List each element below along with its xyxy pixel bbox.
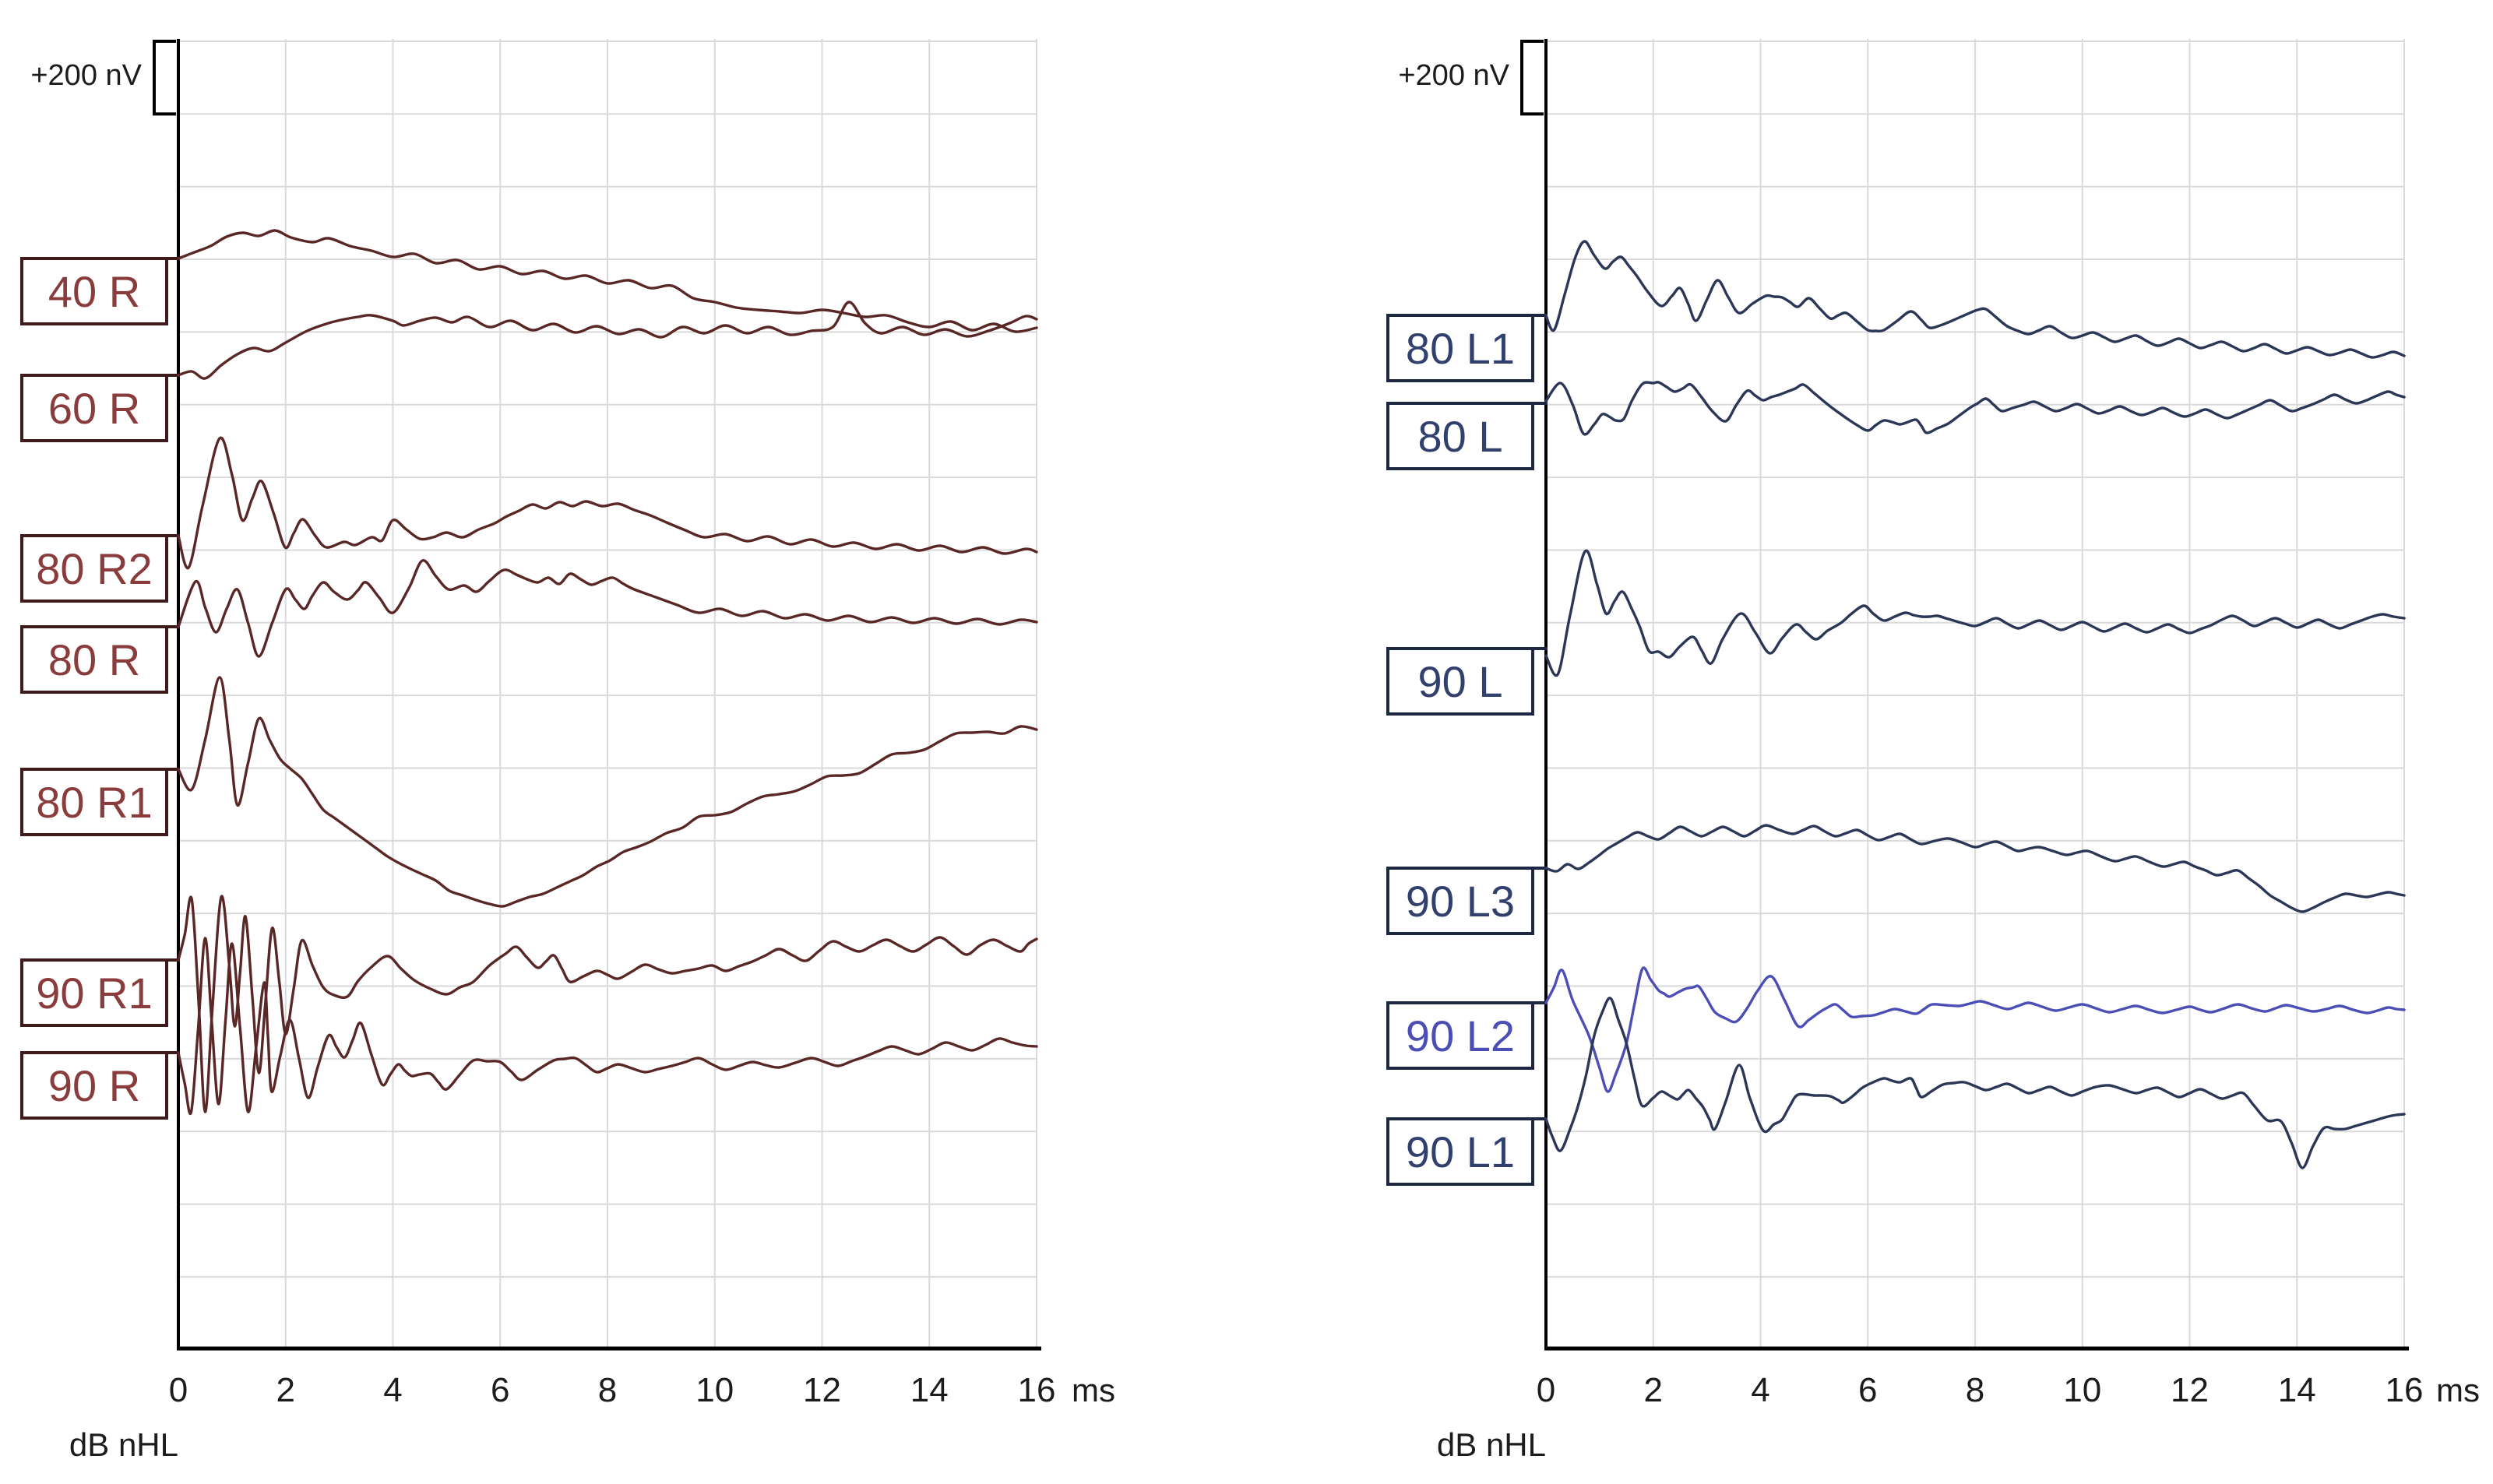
curve-label-box-90-l1[interactable]: 90 L1 xyxy=(1386,1117,1548,1186)
waveform-trace-60-r[interactable] xyxy=(177,301,1038,380)
left-ear-panel: 0 2 4 6 8 10 12 14 16 80 L1 80 L 90 L 90 L3 90 L2 90 L… xyxy=(1386,39,2424,1409)
x-tick-label: 10 xyxy=(695,1371,734,1409)
curve-label-text: 90 L2 xyxy=(1406,1011,1515,1060)
x-tick-label: 0 xyxy=(1537,1371,1555,1409)
x-tick-label: 4 xyxy=(1751,1371,1769,1409)
curve-label-box-80-r[interactable]: 80 R xyxy=(20,625,180,694)
label-box-rect xyxy=(1386,402,1534,470)
x-tick-label: 14 xyxy=(910,1371,949,1409)
x-tick-label: 12 xyxy=(803,1371,841,1409)
waveform-trace-90-r1[interactable] xyxy=(177,895,1038,1113)
label-box-rect xyxy=(20,534,168,603)
y-axis-label-left-panel: dB nHL xyxy=(69,1426,178,1463)
label-box-rect xyxy=(1386,1117,1534,1186)
curve-label-box-90-l[interactable]: 90 L xyxy=(1386,647,1548,716)
x-axis-unit-left-panel: ms xyxy=(1072,1372,1115,1408)
waveform-trace-90-l3[interactable] xyxy=(1544,824,2406,913)
x-tick-label: 6 xyxy=(491,1371,509,1409)
x-tick-label: 6 xyxy=(1858,1371,1877,1409)
x-axis-unit-right-panel: ms xyxy=(2436,1372,2480,1408)
x-tick-label: 14 xyxy=(2278,1371,2316,1409)
amplitude-scale-bracket xyxy=(1520,40,1544,116)
label-box-rect xyxy=(20,768,168,836)
x-tick-label: 8 xyxy=(598,1371,617,1409)
amplitude-scale-label-right-panel: +200 nV xyxy=(1398,59,1509,92)
curve-label-box-80-r2[interactable]: 80 R2 xyxy=(20,534,180,603)
curve-label-box-80-r1[interactable]: 80 R1 xyxy=(20,768,180,836)
label-box-rect xyxy=(20,1051,168,1120)
curve-label-box-80-l1[interactable]: 80 L1 xyxy=(1386,314,1548,382)
curve-label-text: 90 R1 xyxy=(36,969,152,1018)
label-box-rect xyxy=(1386,647,1534,716)
x-tick-label: 2 xyxy=(1644,1371,1663,1409)
waveform-trace-90-r[interactable] xyxy=(177,937,1038,1116)
right-ear-panel: 0 2 4 6 8 10 12 14 16 40 R 60 R 80 R2 80 R 80 R1 90 R1… xyxy=(20,39,1056,1409)
waveform-trace-80-l[interactable] xyxy=(1544,381,2406,436)
curve-label-box-90-l2[interactable]: 90 L2 xyxy=(1386,1001,1548,1070)
x-tick-label: 2 xyxy=(276,1371,295,1409)
x-tick-label: 10 xyxy=(2063,1371,2101,1409)
waveform-trace-90-l1[interactable] xyxy=(1544,997,2406,1169)
curve-label-text: 90 R xyxy=(48,1061,140,1110)
x-tick-label: 0 xyxy=(169,1371,188,1409)
curve-label-text: 80 L1 xyxy=(1406,324,1515,373)
curve-label-text: 80 R xyxy=(48,635,140,684)
curve-label-box-80-l[interactable]: 80 L xyxy=(1386,402,1548,470)
waveform-trace-90-l2[interactable] xyxy=(1544,966,2406,1093)
curve-label-box-90-r[interactable]: 90 R xyxy=(20,1051,180,1120)
waveform-trace-40-r[interactable] xyxy=(177,229,1038,333)
waveform-trace-90-l[interactable] xyxy=(1544,549,2406,677)
y-axis-label-right-panel: dB nHL xyxy=(1436,1426,1546,1463)
x-tick-label: 12 xyxy=(2171,1371,2209,1409)
waveform-trace-80-l1[interactable] xyxy=(1544,240,2406,359)
label-box-rect xyxy=(1386,1001,1534,1070)
label-box-rect xyxy=(1386,867,1534,935)
label-box-rect xyxy=(20,958,168,1027)
curve-label-text: 60 R xyxy=(48,384,140,433)
curve-label-box-60-r[interactable]: 60 R xyxy=(20,374,180,442)
x-tick-label: 16 xyxy=(1018,1371,1056,1409)
amplitude-scale-bracket xyxy=(153,40,176,116)
curve-label-text: 90 L1 xyxy=(1406,1127,1515,1176)
label-box-rect xyxy=(20,625,168,694)
curve-label-text: 40 R xyxy=(48,267,140,316)
curve-label-text: 90 L3 xyxy=(1406,877,1515,926)
waveform-trace-80-r2[interactable] xyxy=(177,436,1038,570)
curve-label-text: 80 R2 xyxy=(36,544,152,593)
curve-label-text: 90 L xyxy=(1418,657,1503,706)
curve-label-text: 80 L xyxy=(1418,412,1503,461)
waveform-trace-80-r1[interactable] xyxy=(177,676,1038,908)
curve-label-box-90-l3[interactable]: 90 L3 xyxy=(1386,867,1548,935)
x-tick-label: 8 xyxy=(1966,1371,1984,1409)
x-tick-label: 4 xyxy=(383,1371,402,1409)
curve-label-box-40-r[interactable]: 40 R xyxy=(20,257,180,325)
label-box-rect xyxy=(20,257,168,325)
waveform-trace-80-r[interactable] xyxy=(177,559,1038,658)
label-box-rect xyxy=(1386,314,1534,382)
x-tick-label: 16 xyxy=(2386,1371,2424,1409)
amplitude-scale-label-left-panel: +200 nV xyxy=(30,59,142,92)
curve-label-text: 80 R1 xyxy=(36,778,152,827)
curve-label-box-90-r1[interactable]: 90 R1 xyxy=(20,958,180,1027)
label-box-rect xyxy=(20,374,168,442)
